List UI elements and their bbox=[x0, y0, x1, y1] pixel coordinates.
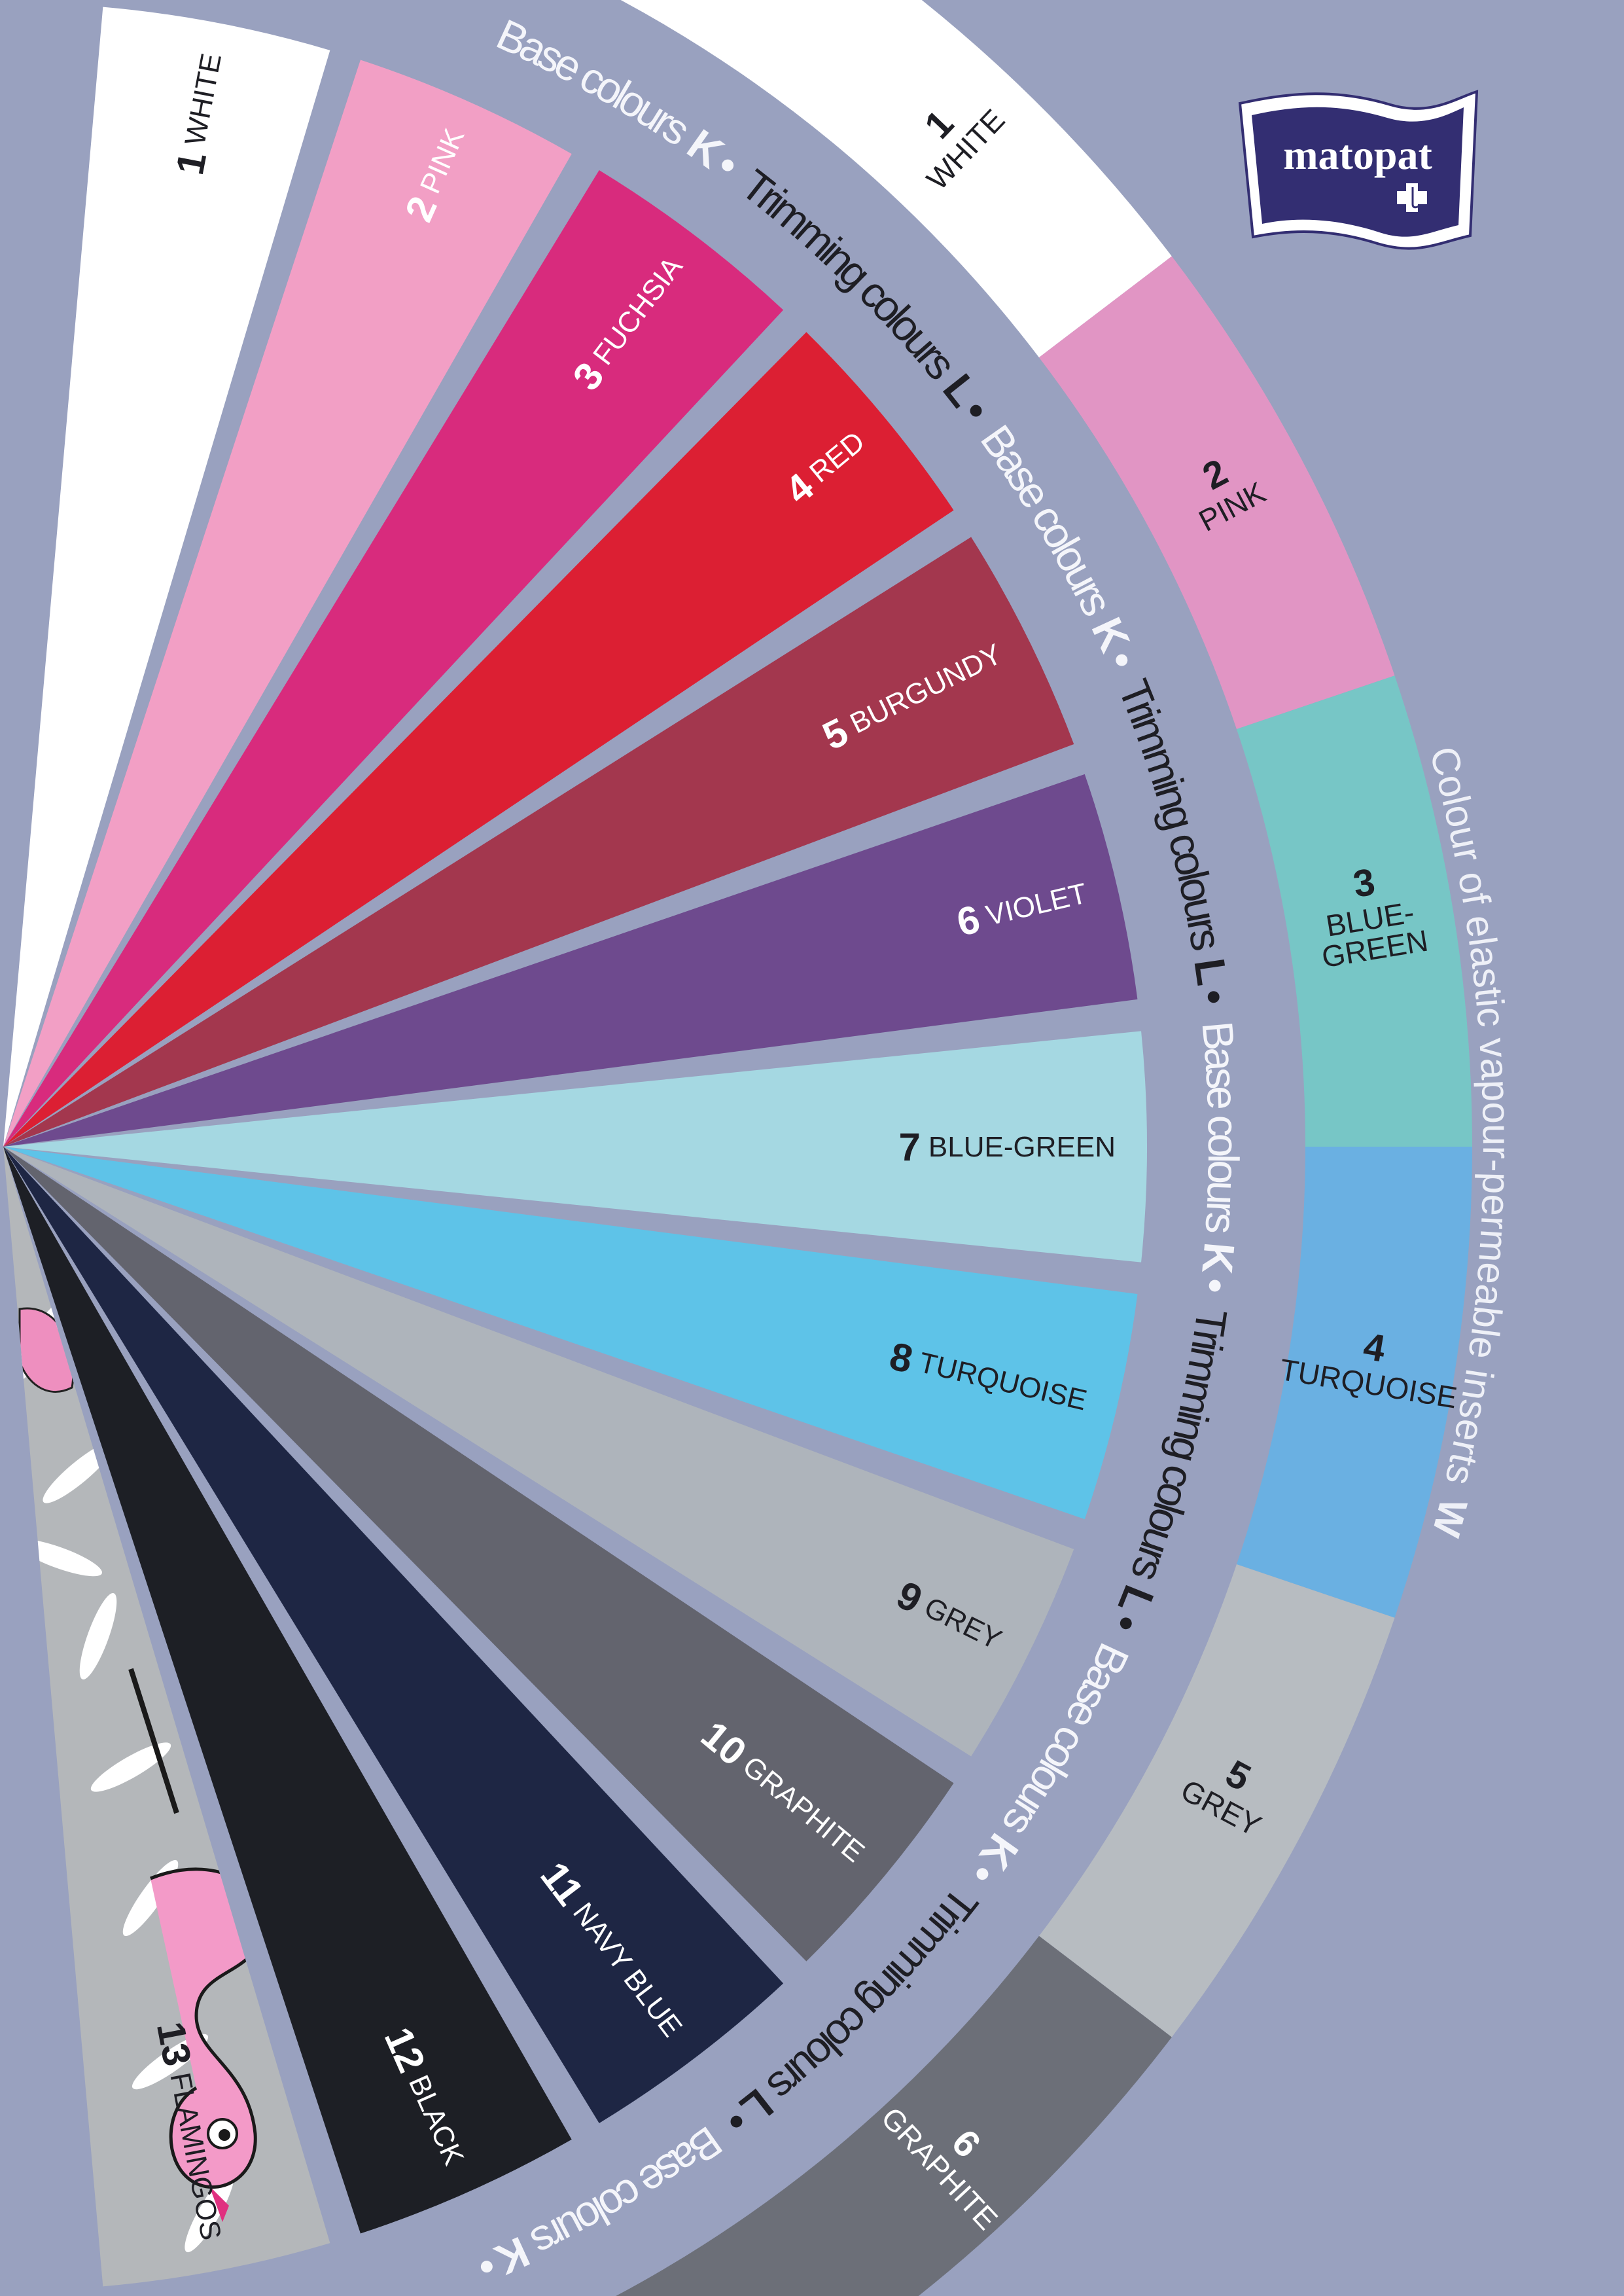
flamingo-pattern bbox=[14, 1301, 266, 2253]
base-colour-wedge: 13FLAMINGOS bbox=[3, 1147, 330, 2287]
wedge-swatch bbox=[3, 774, 1138, 1147]
base-colour-wedge: 12BLACK bbox=[3, 1147, 572, 2234]
wedge-swatch bbox=[3, 1147, 330, 2287]
base-colour-wedge: 9GREY bbox=[3, 1147, 1074, 1757]
logo-wordmark: matopat bbox=[1283, 132, 1432, 178]
base-colour-wedge: 7 BLUE-GREEN bbox=[3, 1031, 1147, 1263]
wedge-number: 7 bbox=[899, 1125, 921, 1169]
elastic-colour-ring: 1WHITE2PINK3BLUE-GREEN4TURQUOISE5GREY6GR… bbox=[616, 0, 1472, 2296]
elastic-swatch bbox=[1038, 256, 1395, 729]
base-colour-wedge: 2PINK bbox=[3, 60, 572, 1147]
wedge-swatch bbox=[3, 7, 330, 1147]
wedge-name: BLUE-GREEN bbox=[928, 1131, 1116, 1163]
elastic-colour-segment: 1WHITE bbox=[620, 0, 1172, 358]
elastic-swatch bbox=[1236, 675, 1472, 1147]
wedge-label: 7 BLUE-GREEN bbox=[899, 1125, 1116, 1169]
base-colour-wedges: 1WHITE2PINK3FUCHSIA4RED5BURGUNDY6VIOLET7… bbox=[3, 7, 1147, 2287]
logo-cross-icon bbox=[1397, 183, 1427, 212]
wedge-swatch bbox=[3, 1147, 1074, 1757]
base-colour-wedge: 4RED bbox=[3, 332, 954, 1147]
wedge-swatch bbox=[3, 537, 1074, 1147]
wedge-swatch bbox=[3, 1147, 784, 2124]
base-colour-wedge: 5BURGUNDY bbox=[3, 537, 1074, 1147]
base-colour-wedge: 1WHITE bbox=[3, 7, 330, 1147]
elastic-swatch bbox=[616, 1935, 1172, 2296]
wedge-number: 13 bbox=[149, 2018, 200, 2070]
elastic-swatch bbox=[1236, 1147, 1472, 1618]
wedge-swatch bbox=[3, 1147, 954, 1962]
wedge-swatch bbox=[3, 332, 954, 1147]
wedge-swatch bbox=[3, 1147, 572, 2234]
wedge-swatch bbox=[3, 60, 572, 1147]
base-colour-wedge: 10GRAPHITE bbox=[3, 1147, 954, 1962]
base-colour-wedge: 6VIOLET bbox=[3, 774, 1138, 1147]
elastic-swatch bbox=[1038, 1564, 1395, 2037]
base-colour-wedge: 8TURQUOISE bbox=[3, 1147, 1138, 1520]
base-colour-wedge: 11NAVY BLUE bbox=[3, 1147, 784, 2124]
elastic-colour-segment: 2PINK bbox=[1038, 256, 1395, 729]
base-colour-wedge: 3FUCHSIA bbox=[3, 170, 784, 1147]
matopat-logo: matopat bbox=[1238, 90, 1479, 250]
elastic-swatch bbox=[620, 0, 1172, 358]
wedge-swatch bbox=[3, 1147, 1138, 1520]
wedge-swatch bbox=[3, 1031, 1147, 1263]
base-colours-letter: K bbox=[1193, 1240, 1244, 1276]
wedge-swatch bbox=[3, 170, 784, 1147]
base-colours-label: Base colours bbox=[1193, 1019, 1248, 1235]
